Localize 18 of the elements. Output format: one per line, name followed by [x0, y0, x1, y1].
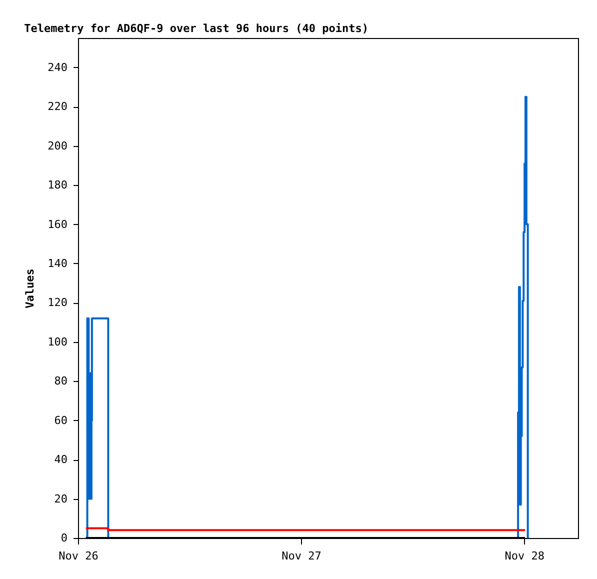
x-tick-label: Nov 28	[504, 550, 544, 562]
y-tick-label: 60	[54, 414, 68, 427]
y-tick-label: 80	[54, 374, 68, 388]
chart-title: Telemetry for AD6QF-9 over last 96 hours (40 points)	[24, 22, 369, 35]
y-tick-label: 240	[48, 60, 68, 74]
y-tick-label: 20	[54, 492, 68, 506]
y-tick-label: 160	[48, 218, 68, 231]
y-tick-label: 220	[48, 100, 68, 114]
x-tick-label: Nov 27	[282, 550, 322, 562]
y-axis-title: Values	[24, 268, 37, 308]
y-tick-label: 100	[48, 335, 68, 348]
y-tick-label: 0	[60, 532, 68, 544]
y-tick-label: 120	[48, 296, 68, 310]
y-tick-label: 140	[48, 256, 68, 270]
x-tick-label: Nov 26	[58, 550, 98, 562]
y-tick-label: 40	[54, 453, 68, 466]
y-tick-label: 180	[48, 178, 68, 192]
y-tick-label: 200	[48, 139, 68, 152]
